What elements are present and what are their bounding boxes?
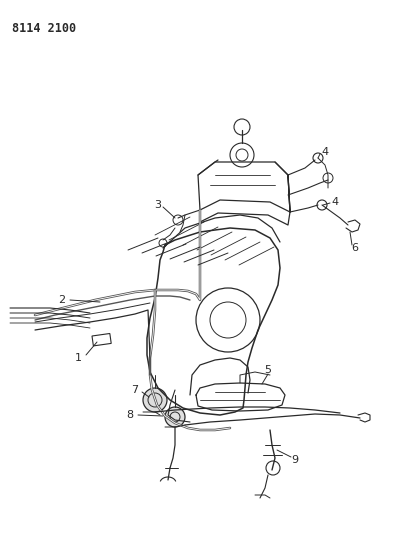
Circle shape: [143, 388, 166, 412]
Text: 9: 9: [291, 455, 298, 465]
Text: 4: 4: [321, 147, 328, 157]
Text: 5: 5: [264, 365, 271, 375]
Text: 3: 3: [154, 200, 161, 210]
Circle shape: [164, 407, 184, 427]
Text: 8: 8: [126, 410, 133, 420]
Text: 1: 1: [74, 353, 81, 363]
Text: 8114 2100: 8114 2100: [12, 22, 76, 35]
Text: 2: 2: [58, 295, 65, 305]
Text: 7: 7: [131, 385, 138, 395]
Bar: [92, 334, 111, 346]
Text: 4: 4: [330, 197, 338, 207]
Text: 6: 6: [351, 243, 357, 253]
